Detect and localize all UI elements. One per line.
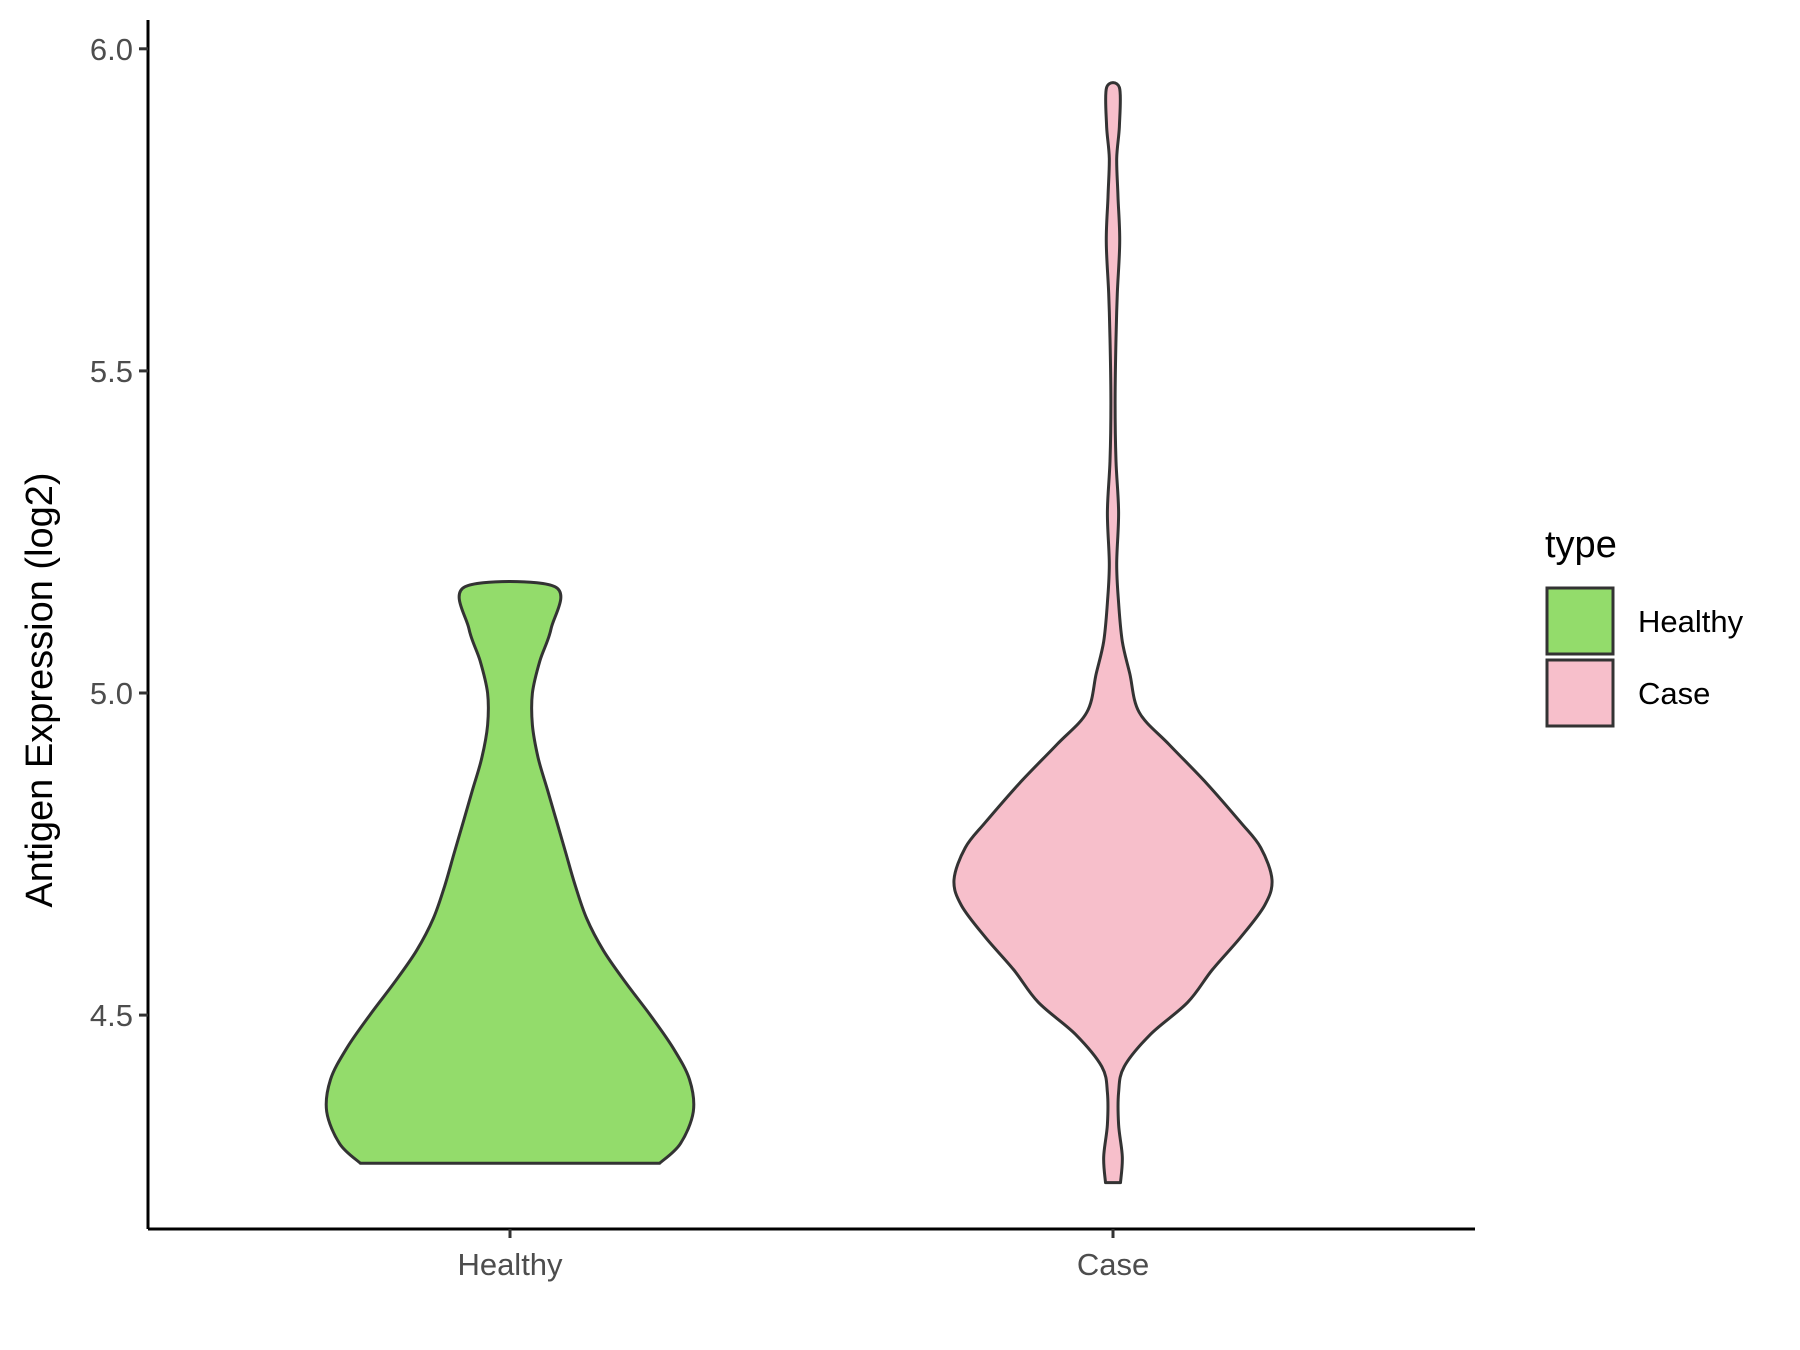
legend-key-case [1545,658,1615,728]
y-axis: 4.5 5.0 5.5 6.0 [90,20,150,1229]
y-tick-label: 5.0 [90,676,133,711]
legend-label-healthy: Healthy [1638,604,1744,639]
legend: type Healthy Case [1545,524,1744,728]
x-tick-label-healthy: Healthy [457,1247,563,1282]
x-tick-label-case: Case [1077,1247,1149,1282]
y-tick-label: 6.0 [90,32,133,67]
y-tick-label: 5.5 [90,354,133,389]
x-axis: Healthy Case [148,1227,1475,1282]
y-tick-label: 4.5 [90,998,133,1033]
legend-label-case: Case [1638,676,1710,711]
legend-title: type [1545,524,1617,566]
legend-key-healthy [1545,586,1615,656]
violin-healthy [324,579,696,1165]
y-axis-title: Antigen Expression (log2) [19,472,61,907]
violin-layer [324,81,1274,1185]
violin-case [952,81,1274,1185]
